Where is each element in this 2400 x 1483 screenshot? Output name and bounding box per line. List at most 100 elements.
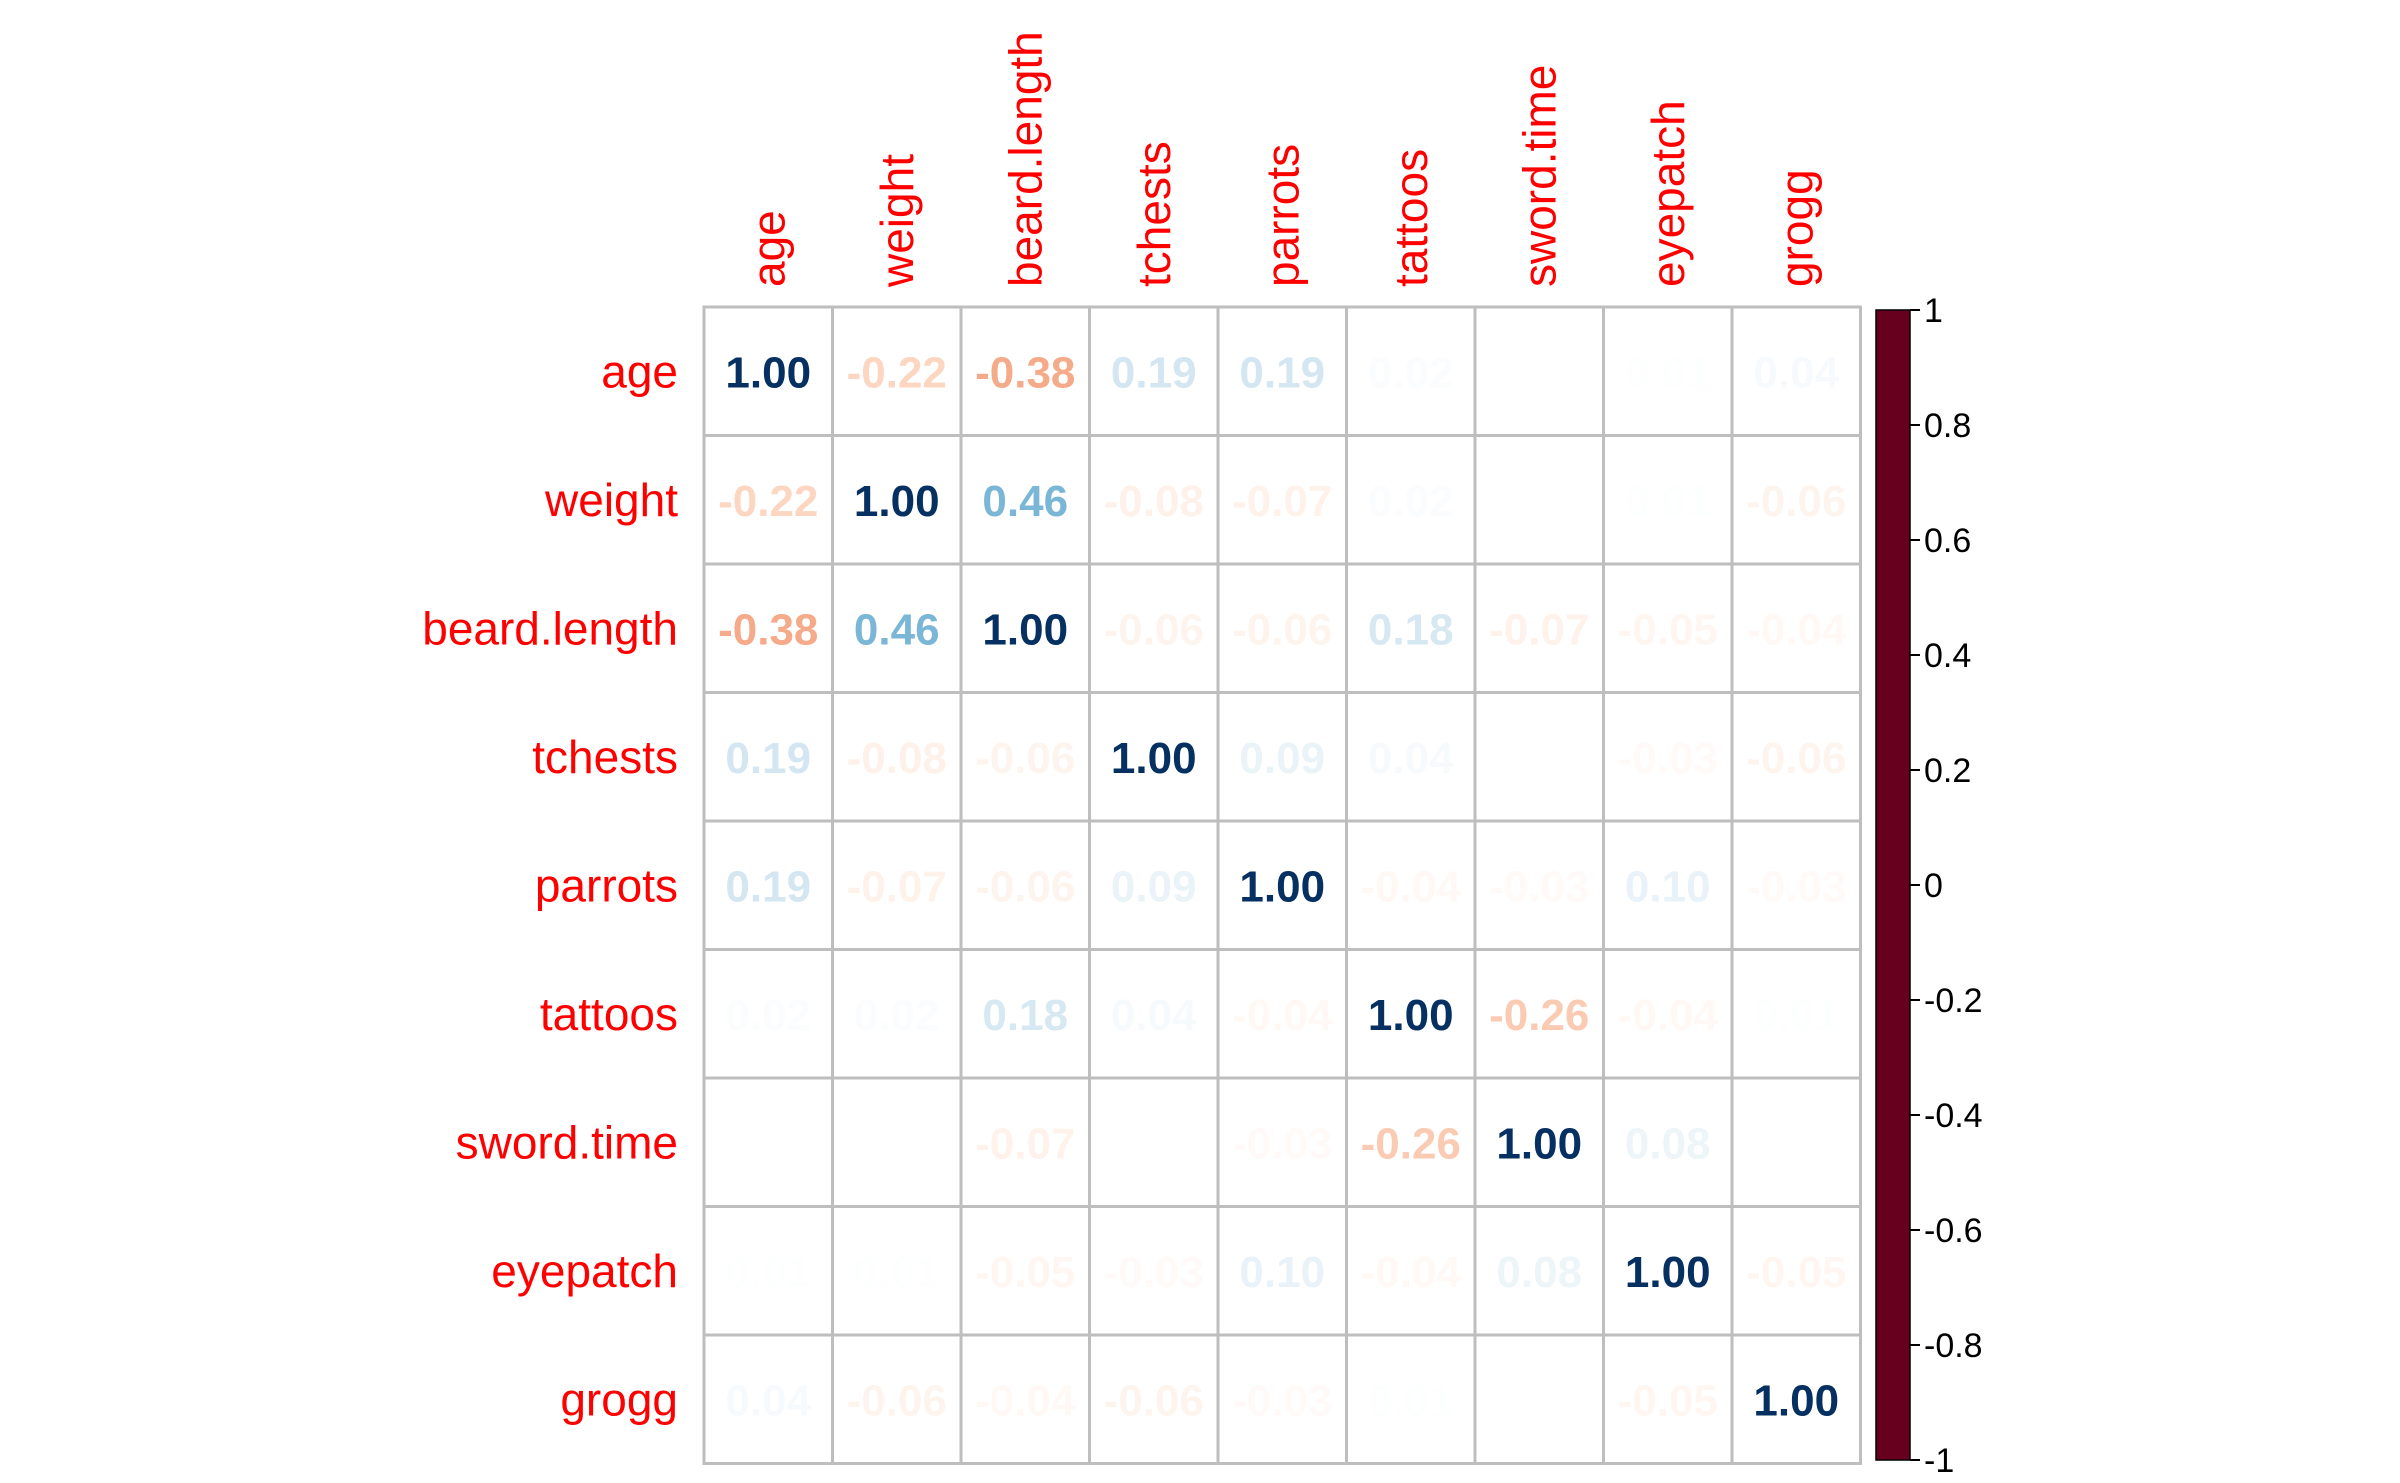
cell-value: 0.00 [725,1119,811,1168]
row-label: eyepatch [491,1245,678,1297]
row-label: tchests [532,731,678,783]
cell-value: 0.02 [725,991,811,1040]
cell-value: 0.04 [725,1376,811,1425]
cell-value: -0.05 [975,1248,1075,1297]
cell-value: -0.03 [1746,862,1846,911]
color-scale-tick-label: 0.4 [1924,637,1971,675]
cell-value: 0.19 [1111,348,1197,397]
column-label: parrots [1256,144,1308,287]
cell-value: -0.03 [1489,862,1589,911]
cell-value: 0.19 [725,862,811,911]
cell-value: 1.00 [1496,1119,1582,1168]
column-label: sword.time [1513,65,1565,287]
column-label: beard.length [999,31,1051,287]
cell-value: -0.06 [1104,605,1204,654]
color-scale-tick-label: -0.6 [1924,1212,1983,1250]
cell-value: -0.06 [1746,477,1846,526]
column-labels: age weight beard.length tchests parrots tatto… [742,31,1822,288]
cell-value: 1.00 [1753,1376,1839,1425]
cell-value: -0.06 [975,862,1075,911]
cell-value: 0.46 [854,605,940,654]
cell-value: 0.00 [1496,348,1582,397]
cell-value: 0.00 [1753,1119,1839,1168]
cell-value: 0.00 [1496,1376,1582,1425]
cell-value: -0.04 [1361,1248,1462,1297]
cell-value: 0.04 [1753,348,1839,397]
cell-value: -0.05 [1618,1376,1718,1425]
row-label: tattoos [540,988,678,1040]
cell-value: -0.04 [975,1376,1076,1425]
cell-value: 0.18 [1368,605,1454,654]
color-scale-tick-label: -1 [1924,1442,1954,1480]
cell-value: -0.06 [1746,734,1846,783]
row-label: weight [544,474,678,526]
cell-value: 0.01 [725,1248,811,1297]
cell-value: -0.06 [847,1376,947,1425]
cell-value: -0.08 [847,734,947,783]
cell-value: 0.10 [1625,862,1711,911]
cell-value: -0.06 [1232,605,1332,654]
cell-value: -0.07 [975,1119,1075,1168]
cell-value: -0.22 [847,348,947,397]
cell-value: -0.03 [1232,1376,1332,1425]
grid-border [702,305,1862,1465]
cell-value: 0.09 [1239,734,1325,783]
cell-value: 0.00 [1496,734,1582,783]
column-label: weight [871,154,923,288]
cell-value: -0.26 [1361,1119,1461,1168]
color-scale-tick-label: 1 [1924,292,1943,330]
color-scale-tick-label: 0.2 [1924,752,1971,790]
row-label: age [601,345,678,397]
cell-value: -0.22 [718,477,818,526]
cell-value: 0.18 [982,991,1068,1040]
cell-value: 0.01 [854,1248,940,1297]
cell-value: -0.05 [1618,605,1718,654]
color-scale-tick-label: -0.2 [1924,982,1983,1020]
correlation-grid: 1.00 -0.22 -0.38 0.19 0.19 0.02 0.00 0.01 0.04 -0… [702,305,1862,1465]
column-label: age [742,210,794,287]
cell-value: -0.04 [1746,605,1847,654]
cell-value: 0.00 [1496,477,1582,526]
color-scale-legend: 1 0.8 0.6 0.4 0.2 0 -0.2 -0.4 -0.6 -0.8 -1 [1875,292,1983,1480]
cell-value: 0.19 [1239,348,1325,397]
color-scale-tick-label: -0.4 [1924,1097,1983,1135]
color-scale-tick-label: 0.6 [1924,522,1971,560]
cell-value: 0.08 [1625,1119,1711,1168]
cell-value: 1.00 [1625,1248,1711,1297]
cell-value: 0.10 [1239,1248,1325,1297]
cell-value: 0.01 [1625,348,1711,397]
cell-value: 1.00 [1239,862,1325,911]
cell-value: -0.38 [718,605,818,654]
cell-value: 0.19 [725,734,811,783]
cell-value: 0.09 [1111,862,1197,911]
cell-value: 0.00 [1111,1119,1197,1168]
column-label: tchests [1128,141,1180,287]
cell-value: 0.00 [854,1119,940,1168]
row-label: sword.time [456,1116,678,1168]
color-scale-bar [1875,309,1911,1461]
cell-value: -0.03 [1618,734,1718,783]
cell-value: -0.04 [1232,991,1333,1040]
cell-value: 1.00 [1111,734,1197,783]
row-label: grogg [560,1373,678,1425]
cell-value: 0.46 [982,477,1068,526]
cell-value: 0.08 [1496,1248,1582,1297]
cell-value: 0.02 [1368,477,1454,526]
cell-value: -0.05 [1746,1248,1846,1297]
cell-value: 1.00 [1368,991,1454,1040]
column-label: eyepatch [1642,100,1694,287]
cell-value: -0.26 [1489,991,1589,1040]
row-labels: age weight beard.length tchests parrots tatto… [422,345,678,1425]
row-label: parrots [535,859,678,911]
column-label: tattoos [1385,149,1437,287]
cell-value: 0.04 [1111,991,1197,1040]
cell-value: -0.08 [1104,477,1204,526]
cell-value: 0.04 [1368,734,1454,783]
cell-value: 0.01 [1753,991,1839,1040]
cell-value: 1.00 [982,605,1068,654]
cell-value: -0.07 [1232,477,1332,526]
cell-value: 1.00 [854,477,940,526]
row-label: beard.length [422,602,678,654]
cell-value: 1.00 [725,348,811,397]
cell-value: -0.07 [847,862,947,911]
